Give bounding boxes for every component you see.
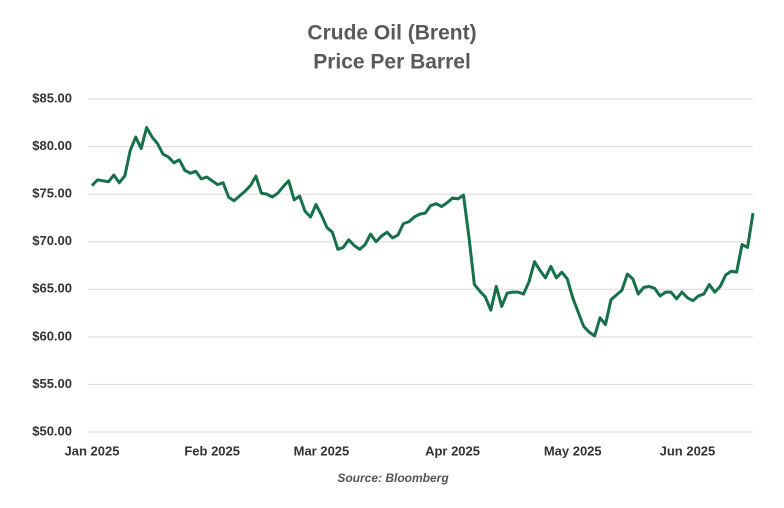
x-tick-label: Jun 2025: [660, 443, 716, 458]
y-tick-label: $50.00: [32, 423, 72, 438]
x-tick-label: Feb 2025: [184, 443, 240, 458]
x-tick-label: Apr 2025: [425, 443, 480, 458]
x-tick-label: May 2025: [544, 443, 602, 458]
x-tick-label: Mar 2025: [294, 443, 350, 458]
y-tick-label: $65.00: [32, 281, 72, 296]
y-tick-label: $60.00: [32, 328, 72, 343]
y-tick-label: $85.00: [32, 90, 72, 105]
y-tick-label: $80.00: [32, 138, 72, 153]
chart-subtitle: Price Per Barrel: [313, 51, 471, 74]
chart-title: Crude Oil (Brent): [307, 22, 476, 45]
source-note: Source: Bloomberg: [337, 471, 449, 485]
y-tick-label: $55.00: [32, 376, 72, 391]
y-tick-label: $75.00: [32, 186, 72, 201]
price-line: [90, 126, 755, 338]
x-tick-label: Jan 2025: [65, 443, 120, 458]
y-tick-label: $70.00: [32, 233, 72, 248]
